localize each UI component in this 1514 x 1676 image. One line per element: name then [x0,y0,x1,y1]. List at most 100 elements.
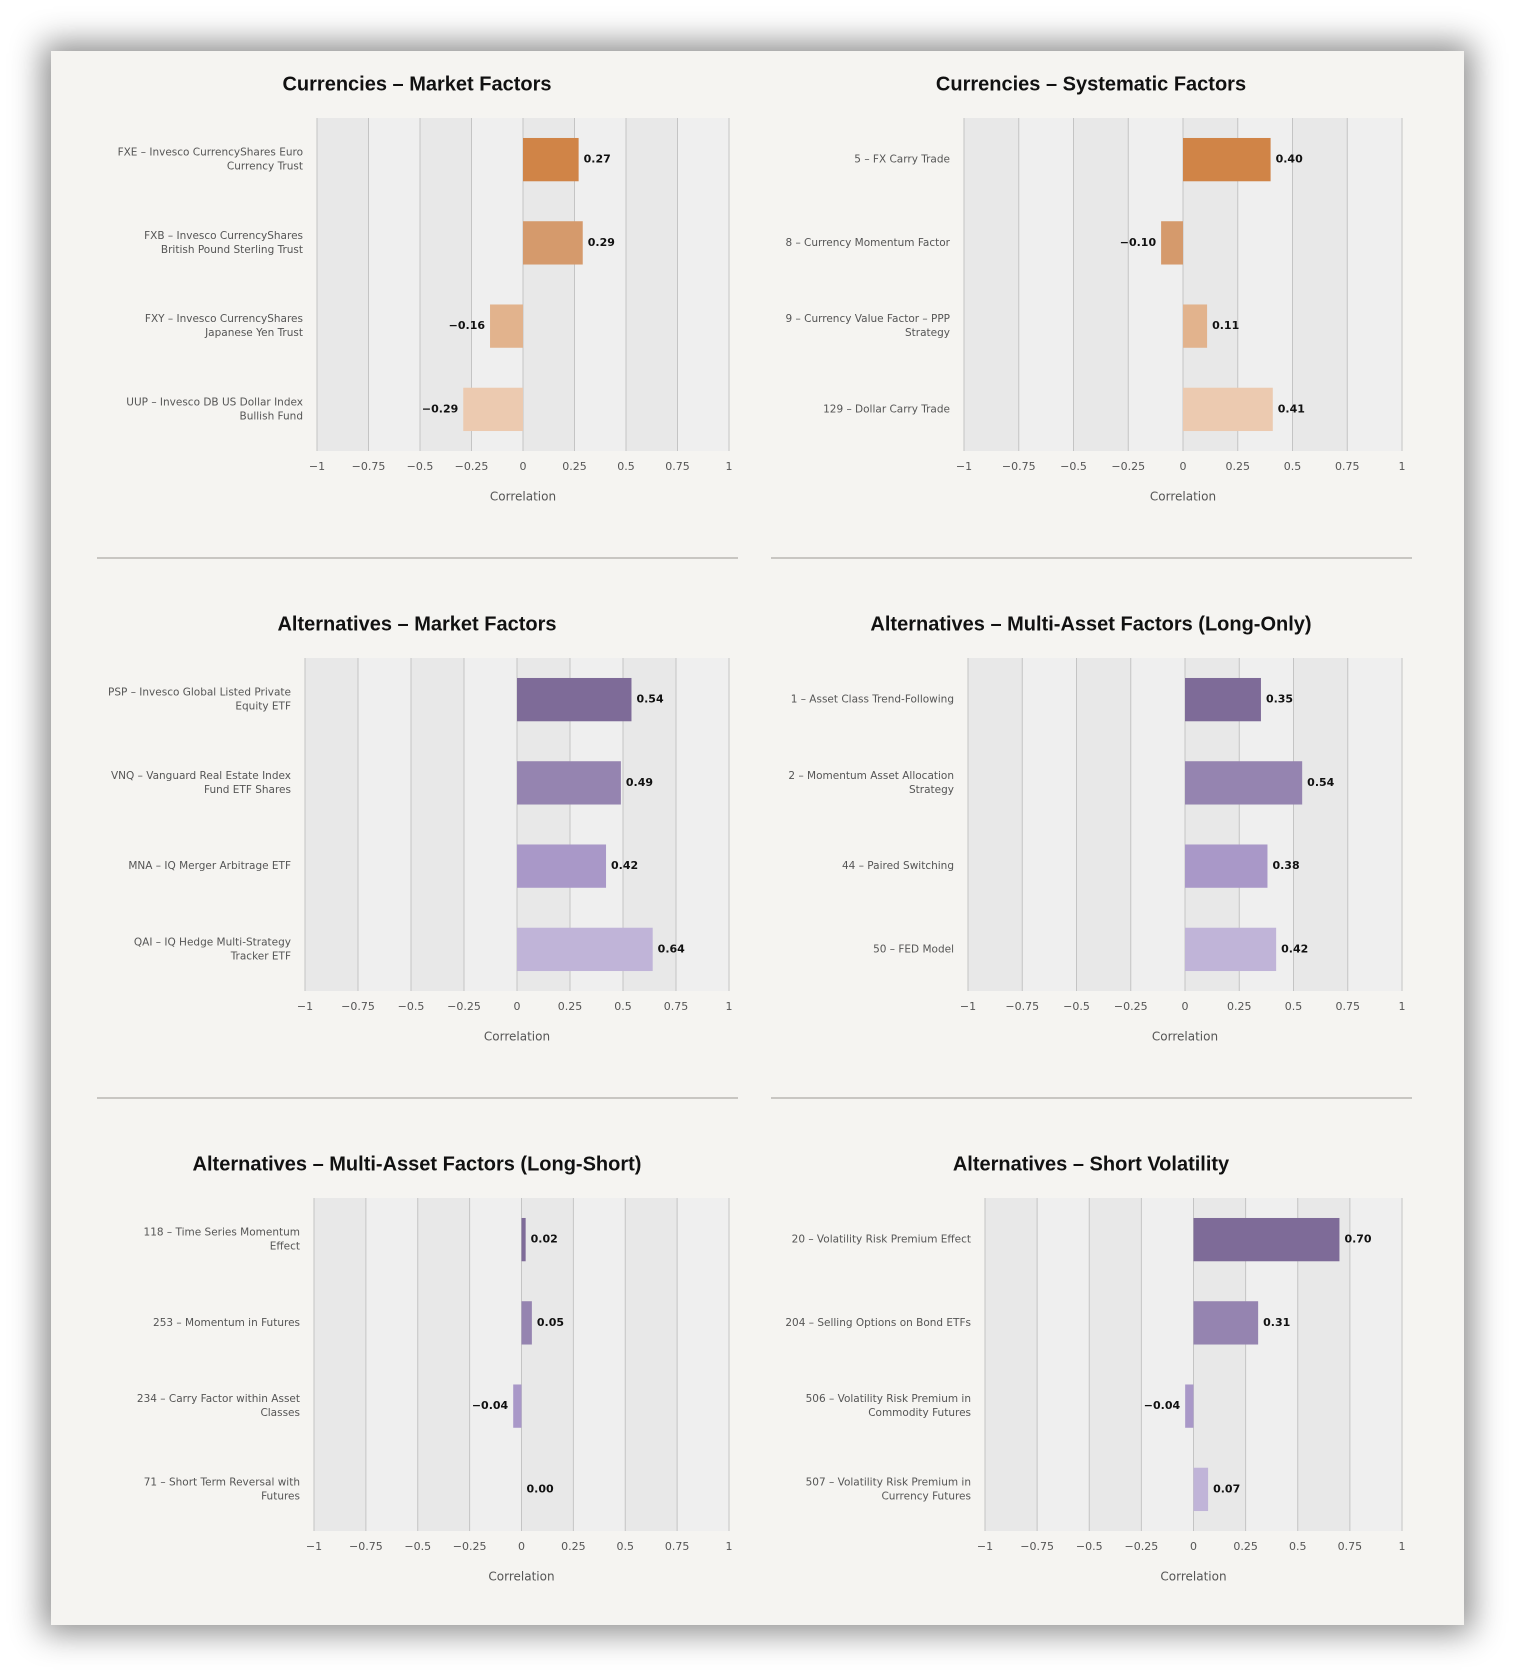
x-tick-label: −1 [297,1000,313,1013]
x-tick-label: −0.5 [404,1540,431,1553]
plot-stripe [985,1198,1038,1531]
x-tick-label: −0.75 [1020,1540,1054,1553]
x-tick-label: −0.25 [1111,460,1145,473]
value-label: 0.38 [1272,859,1299,872]
bar [1183,137,1271,182]
x-tick-label: 0.25 [561,1540,586,1553]
value-label: 0.40 [1276,153,1303,166]
x-tick-label: 0 [1190,1540,1197,1553]
chart-title: Currencies – Systematic Factors [936,73,1246,95]
bar [1183,387,1273,432]
bar [521,1217,526,1262]
bar [1185,844,1268,888]
x-axis-title: Correlation [1160,1570,1226,1584]
bar [1185,677,1261,722]
x-tick-label: −1 [977,1540,993,1553]
plot-stripe [964,118,1019,451]
x-tick-label: 0.75 [1338,1540,1363,1553]
value-label: −0.10 [1120,236,1157,249]
value-label: 0.00 [527,1482,554,1495]
bar [1183,304,1208,348]
chart-title: Alternatives – Market Factors [277,613,556,635]
plot-stripe [1130,658,1185,991]
chart-title: Alternatives – Multi-Asset Factors (Long… [193,1153,642,1175]
value-label: 0.54 [636,693,663,706]
plot-stripe [305,658,358,991]
x-tick-label: 1 [726,1540,733,1553]
plot-stripe [1347,658,1402,991]
category-label: 234 – Carry Factor within Asset Classes [137,1393,300,1419]
x-axis-title: Correlation [1150,490,1216,504]
plot-stripe [1292,118,1348,451]
plot-stripe [1037,1198,1090,1531]
x-tick-label: −0.5 [398,1000,425,1013]
value-label: 0.27 [584,153,611,166]
bar [1185,927,1277,972]
bar [517,761,621,805]
plot-stripe [1347,118,1402,451]
x-tick-label: −1 [306,1540,322,1553]
category-label: UUP – Invesco DB US Dollar Index Bullish … [126,396,303,422]
plot-stripe [677,1198,729,1531]
value-label: −0.29 [422,402,458,415]
plot-stripe [1076,658,1131,991]
chart-title: Alternatives – Short Volatility [953,1153,1230,1175]
bar [463,387,523,432]
plot-stripe [1141,1198,1194,1531]
x-axis-title: Correlation [490,490,556,504]
category-label: 1 – Asset Class Trend-Following [791,694,954,706]
x-tick-label: 0.25 [1227,1000,1252,1013]
plot-stripe [573,1198,626,1531]
plot-stripe [1349,1198,1402,1531]
x-tick-label: 0 [1180,460,1187,473]
category-label: FXY – Invesco CurrencyShares Japanese Yen… [145,313,303,339]
value-label: 0.02 [531,1233,558,1246]
x-tick-label: 0.75 [664,1000,689,1013]
category-label: 5 – FX Carry Trade [854,154,950,166]
bar [1193,1467,1209,1512]
plot-stripe [464,658,517,991]
plot-stripe [574,118,626,451]
category-label: 204 – Selling Options on Bond ETFs [785,1317,971,1329]
value-label: −0.04 [472,1399,509,1412]
plot-stripe [1073,118,1129,451]
chart-title: Currencies – Market Factors [282,73,551,95]
x-tick-label: −0.25 [447,1000,481,1013]
value-label: 0.41 [1278,402,1305,415]
value-label: 0.05 [537,1316,564,1329]
x-tick-label: −0.5 [407,460,434,473]
plot-stripe [420,118,472,451]
plot-stripe [417,1198,470,1531]
category-label: 506 – Volatility Risk Premium in Commodit… [806,1393,971,1419]
bar [517,677,632,722]
x-tick-label: −0.25 [455,460,489,473]
value-label: 0.42 [1281,942,1308,955]
plot-stripe [358,658,411,991]
bar [517,844,607,888]
value-label: 0.42 [611,859,638,872]
x-tick-label: −0.75 [352,460,386,473]
x-tick-label: 0.5 [614,1000,632,1013]
bar [513,1384,522,1428]
category-label: 50 – FED Model [873,943,954,955]
plot-stripe [317,118,369,451]
x-tick-label: −0.25 [1125,1540,1159,1553]
plot-stripe [469,1198,522,1531]
x-tick-label: 1 [1399,1000,1406,1013]
plot-stripe [521,1198,574,1531]
x-tick-label: −1 [309,460,325,473]
x-tick-label: −0.25 [453,1540,487,1553]
plot-stripe [625,1198,678,1531]
value-label: 0.35 [1266,693,1293,706]
plot-stripe [1128,118,1183,451]
x-tick-label: 1 [726,460,733,473]
bar [1185,1384,1194,1428]
category-label: 253 – Momentum in Futures [153,1317,300,1329]
x-tick-label: −1 [956,460,972,473]
x-tick-label: 0.75 [1335,460,1360,473]
x-tick-label: 1 [726,1000,733,1013]
plot-stripe [1018,118,1074,451]
category-label: 507 – Volatility Risk Premium in Currency… [806,1476,971,1502]
category-label: 20 – Volatility Risk Premium Effect [792,1234,971,1246]
